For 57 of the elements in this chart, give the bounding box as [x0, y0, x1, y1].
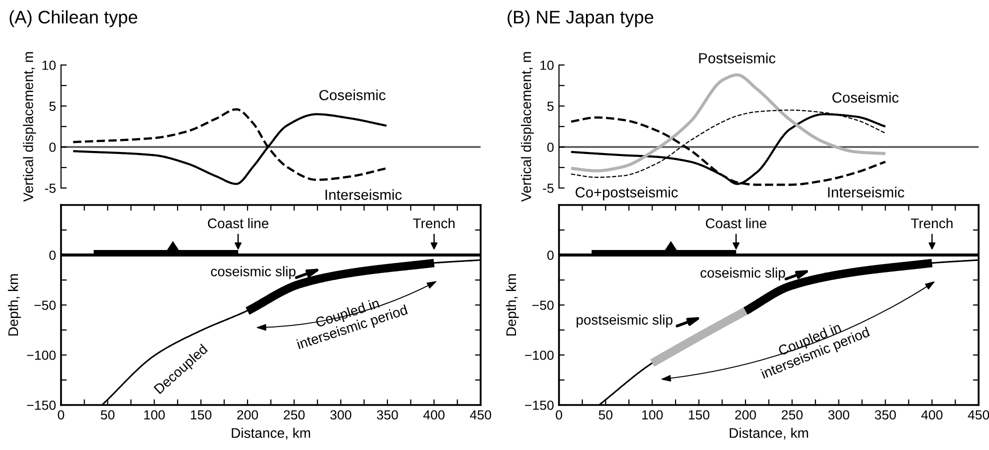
chart-title: (B) NE Japan type	[508, 10, 654, 28]
y-tick-label: 0	[547, 142, 554, 152]
y-axis-title: Vertical displacement, m	[520, 52, 534, 202]
x-tick-label: 100	[642, 410, 663, 420]
x-tick-label: 200	[237, 410, 258, 420]
y-tick-label: −150	[27, 400, 56, 410]
x-tick-label: 150	[190, 410, 212, 420]
y-tick-label: −100	[27, 350, 56, 360]
annotation: Trench	[413, 218, 455, 228]
annotation: Coast line	[706, 218, 766, 228]
y-tick-label: 10	[42, 60, 56, 70]
y-tick-label: -5	[542, 184, 554, 193]
x-tick-label: 150	[688, 410, 710, 420]
series-label: Interseismic	[326, 189, 402, 200]
x-tick-label: 450	[470, 410, 492, 420]
x-tick-label: 250	[782, 410, 803, 420]
y-tick-label: 0	[49, 250, 56, 260]
annotation: coseismic slip	[211, 266, 296, 280]
x-tick-label: 250	[284, 410, 305, 420]
x-tick-label: 0	[556, 410, 562, 420]
x-tick-label: 400	[423, 410, 445, 420]
x-tick-label: 50	[100, 410, 114, 420]
x-axis-title: Distance, km	[730, 428, 808, 440]
y-axis-title: Vertical displacement, m	[22, 52, 36, 202]
x-tick-label: 300	[828, 410, 850, 420]
y-tick-label: 5	[49, 102, 56, 111]
y-axis-title: Depth, km	[8, 274, 21, 336]
x-tick-label: 200	[735, 410, 756, 420]
y-tick-label: −150	[525, 400, 554, 410]
x-tick-label: 450	[968, 410, 989, 420]
y-tick-label: -5	[45, 184, 56, 193]
series-label: Coseismic	[832, 92, 899, 103]
series-label: Interseismic	[828, 186, 904, 198]
y-axis-title: Depth, km	[506, 274, 519, 336]
x-axis-title: Distance, km	[232, 428, 310, 440]
annotation: coseismic slip	[700, 268, 786, 280]
y-tick-label: −50	[532, 300, 554, 310]
x-tick-label: 0	[58, 410, 64, 420]
x-tick-label: 100	[144, 410, 165, 420]
annotation: Coast line	[208, 218, 268, 228]
x-tick-label: 400	[921, 410, 942, 420]
series-label: Co+postseismic	[576, 186, 678, 200]
y-tick-label: 0	[547, 250, 554, 260]
y-tick-label: 5	[547, 102, 554, 111]
x-tick-label: 50	[598, 410, 612, 420]
annotation: Trench	[911, 218, 952, 228]
chart-title: (A) Chilean type	[10, 10, 138, 28]
x-tick-label: 350	[874, 410, 896, 420]
series-label: Coseismic	[319, 90, 386, 100]
y-tick-label: −100	[525, 350, 554, 360]
y-tick-label: 0	[49, 142, 56, 152]
y-tick-label: 10	[540, 60, 554, 70]
annotation: postseismic slip	[576, 314, 672, 328]
x-tick-label: 300	[330, 410, 352, 420]
series-label: Postseismic	[699, 52, 776, 64]
x-tick-label: 350	[376, 410, 398, 420]
y-tick-label: −50	[34, 300, 56, 310]
